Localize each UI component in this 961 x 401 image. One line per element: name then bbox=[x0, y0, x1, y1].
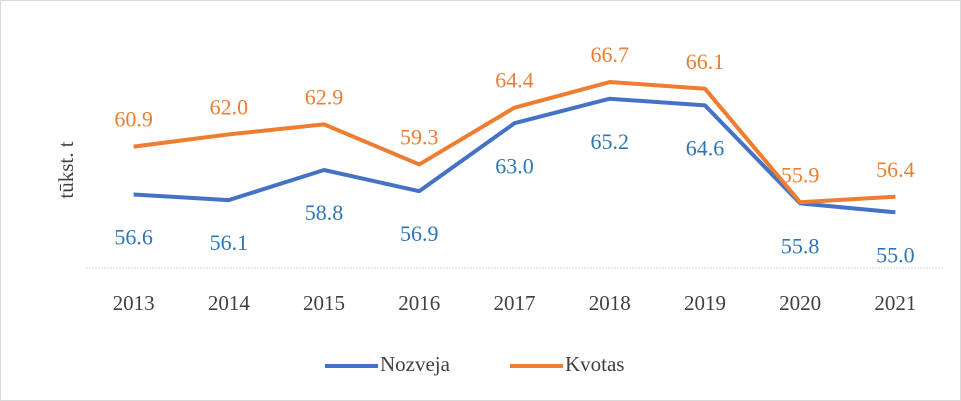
x-tick-label: 2013 bbox=[113, 291, 155, 315]
data-label: 58.8 bbox=[305, 200, 344, 225]
data-label: 56.4 bbox=[876, 157, 915, 182]
data-label: 62.0 bbox=[210, 94, 249, 119]
data-label: 56.6 bbox=[114, 225, 153, 250]
series-line bbox=[133, 80, 896, 205]
data-label: 55.9 bbox=[781, 162, 820, 187]
data-label: 66.7 bbox=[590, 42, 629, 67]
x-tick-label: 2019 bbox=[684, 291, 726, 315]
data-label: 65.2 bbox=[590, 129, 629, 154]
data-label: 55.8 bbox=[781, 233, 820, 258]
data-label: 56.9 bbox=[400, 221, 439, 246]
y-axis-label: tūkst. t bbox=[54, 141, 78, 198]
data-label: 60.9 bbox=[114, 107, 153, 132]
data-label: 56.1 bbox=[210, 230, 249, 255]
legend-label: Nozveja bbox=[380, 352, 451, 376]
x-tick-label: 2015 bbox=[303, 291, 345, 315]
x-tick-label: 2017 bbox=[494, 291, 536, 315]
x-tick-label: 2016 bbox=[398, 291, 440, 315]
x-tick-label: 2020 bbox=[779, 291, 821, 315]
x-tick-label: 2021 bbox=[874, 291, 916, 315]
x-tick-label: 2014 bbox=[208, 291, 251, 315]
x-tick-label: 2018 bbox=[589, 291, 631, 315]
data-label: 64.4 bbox=[495, 68, 534, 93]
data-label: 59.3 bbox=[400, 124, 439, 149]
data-label: 64.6 bbox=[686, 135, 725, 160]
data-label: 63.0 bbox=[495, 153, 534, 178]
series-line bbox=[133, 96, 896, 215]
data-label: 66.1 bbox=[686, 49, 725, 74]
data-label: 55.0 bbox=[876, 242, 915, 267]
data-label: 62.9 bbox=[305, 84, 344, 109]
legend-label: Kvotas bbox=[565, 352, 625, 376]
